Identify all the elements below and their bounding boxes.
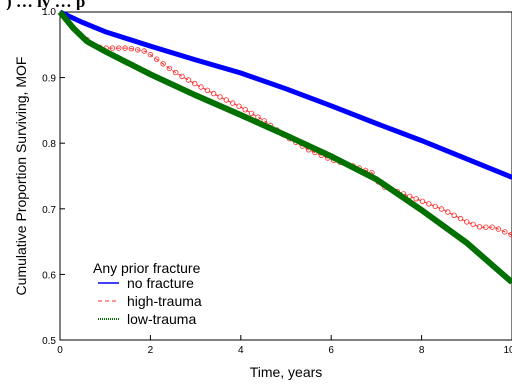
censor-marker bbox=[458, 216, 463, 221]
series-no fracture bbox=[60, 12, 512, 177]
censor-marker bbox=[414, 197, 419, 202]
y-tick-label: 0.6 bbox=[42, 270, 56, 281]
legend-item: low-trauma bbox=[98, 311, 196, 327]
censor-marker bbox=[205, 88, 210, 93]
censor-marker bbox=[471, 222, 476, 227]
legend-label: low-trauma bbox=[127, 311, 196, 327]
censor-marker bbox=[256, 115, 261, 120]
censor-marker bbox=[237, 104, 242, 109]
legend-label: no fracture bbox=[127, 275, 194, 291]
x-axis-label: Time, years bbox=[250, 364, 323, 380]
series-high-trauma bbox=[60, 12, 512, 237]
censor-marker bbox=[211, 91, 216, 96]
x-tick-label: 4 bbox=[238, 345, 244, 356]
censor-marker bbox=[224, 98, 229, 103]
legend-items: no fracture high-trauma low-trauma bbox=[98, 275, 202, 327]
censor-marker bbox=[230, 101, 235, 106]
censor-marker bbox=[199, 85, 204, 90]
legend-item: high-trauma bbox=[98, 293, 202, 309]
x-tick-label: 10 bbox=[503, 345, 512, 356]
legend-item: no fracture bbox=[98, 275, 194, 291]
censor-marker bbox=[420, 199, 425, 204]
censor-marker bbox=[192, 81, 197, 86]
y-tick-label: 0.9 bbox=[42, 74, 56, 85]
censor-marker bbox=[452, 213, 457, 218]
censor-marker bbox=[180, 74, 185, 79]
y-axis-label: Cumulative Proportion Surviving, MOF bbox=[13, 57, 29, 296]
legend: Any prior fracture no fracture high-traum… bbox=[93, 260, 202, 327]
y-tick-label: 0.7 bbox=[42, 205, 56, 216]
x-tick-label: 8 bbox=[419, 345, 425, 356]
x-tick-label: 6 bbox=[328, 345, 334, 356]
censor-marker bbox=[433, 204, 438, 209]
censor-marker bbox=[465, 220, 470, 225]
censor-marker bbox=[439, 207, 444, 212]
censor-marker bbox=[446, 210, 451, 215]
series-group bbox=[60, 12, 512, 282]
series-line-high-trauma bbox=[60, 12, 512, 235]
censor-marker bbox=[186, 78, 191, 83]
censor-marker bbox=[477, 225, 482, 230]
y-tick-label: 0.8 bbox=[42, 139, 56, 150]
legend-label: high-trauma bbox=[127, 293, 202, 309]
axis-ticks: 0 2 4 6 8 10 0.5 0.6 0.7 0.8 0.9 1.0 bbox=[42, 7, 512, 356]
censor-marker bbox=[427, 202, 432, 207]
y-tick-label: 1.0 bbox=[42, 7, 56, 18]
x-tick-label: 2 bbox=[148, 345, 154, 356]
legend-title: Any prior fracture bbox=[93, 260, 201, 276]
censor-marker bbox=[249, 111, 254, 116]
x-tick-label: 0 bbox=[57, 345, 63, 356]
series-line-no fracture bbox=[60, 12, 512, 177]
censor-marker bbox=[218, 95, 223, 100]
y-tick-label: 0.5 bbox=[42, 336, 56, 347]
censor-marker bbox=[243, 107, 248, 112]
